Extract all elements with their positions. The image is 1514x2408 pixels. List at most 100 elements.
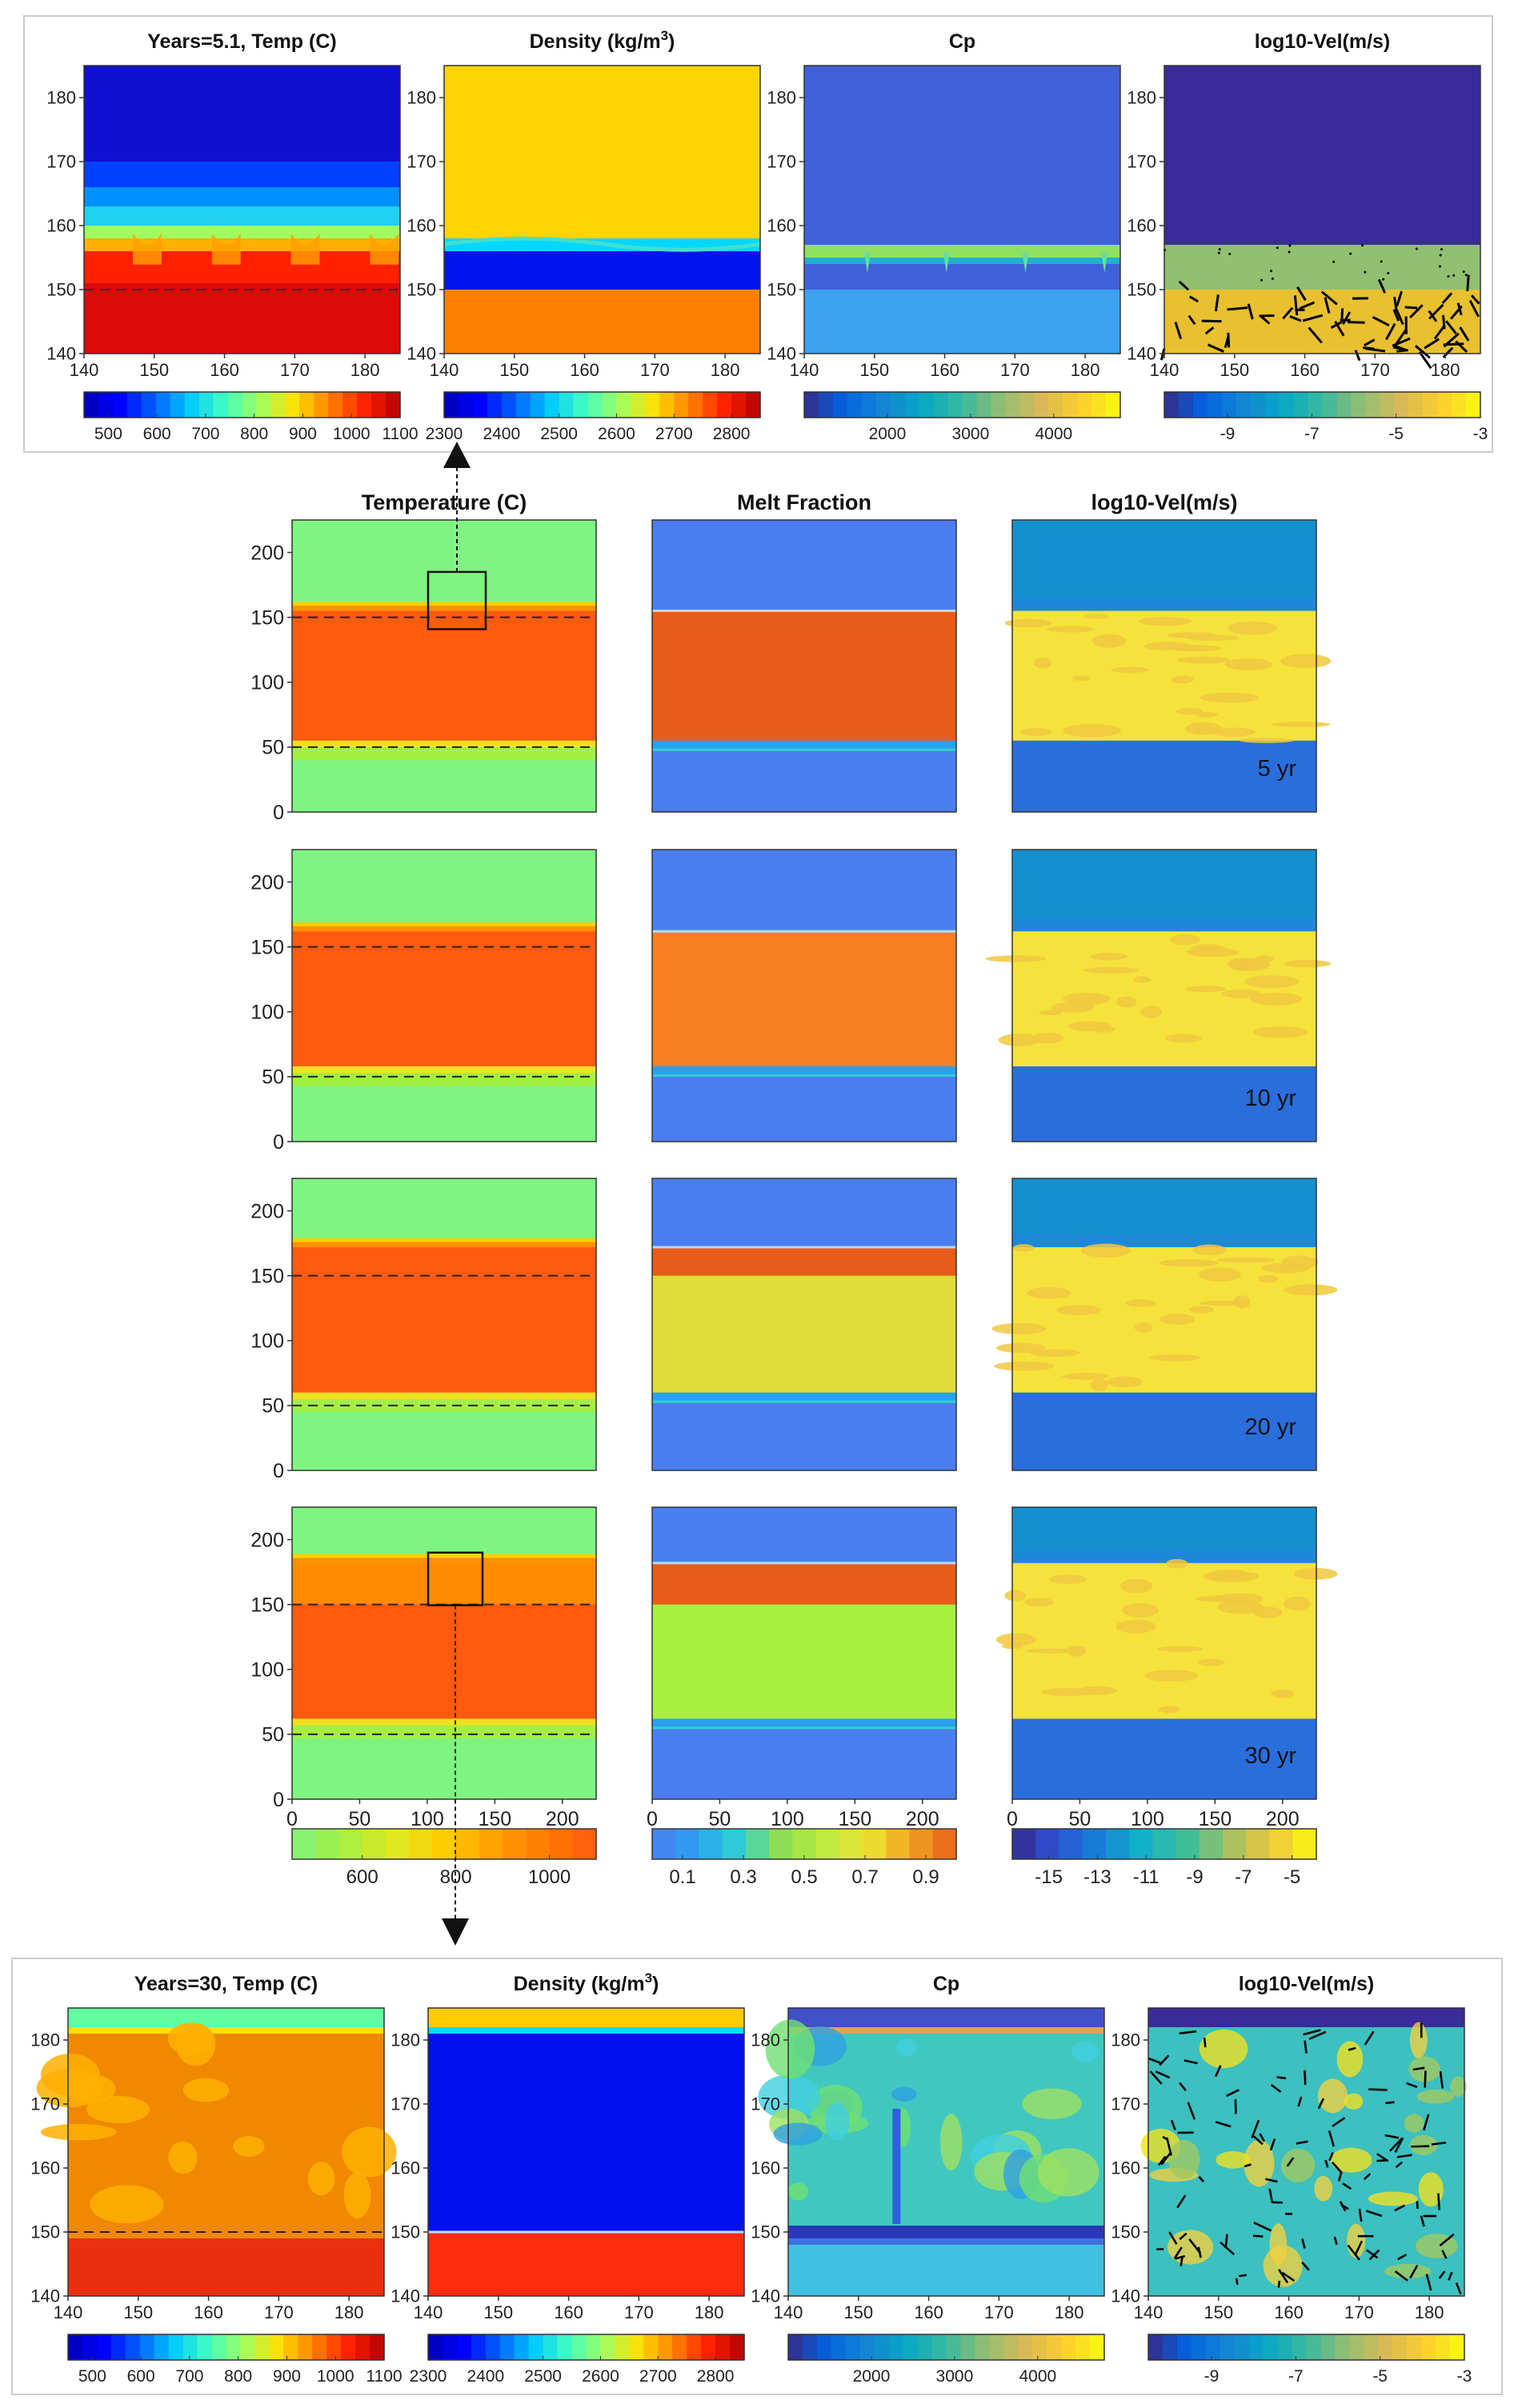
velocity-arrow — [1296, 2140, 1308, 2145]
velocity-arrow — [1412, 2066, 1425, 2071]
velocity-arrow — [1368, 2249, 1380, 2261]
colorbar-segment — [931, 2334, 947, 2360]
y-tick-label: 170 — [767, 152, 796, 172]
velocity-dot — [1228, 252, 1232, 255]
vel-swirl — [1210, 727, 1256, 737]
colorbar-segment — [1293, 392, 1309, 418]
colorbar-segment — [643, 2334, 659, 2360]
vel-swirl — [1199, 1267, 1241, 1282]
x-tick-label: 150 — [1198, 1808, 1232, 1830]
velocity-arrow — [1188, 2238, 1202, 2254]
y-tick-label: 160 — [46, 216, 76, 236]
colorbar-segment — [328, 392, 343, 418]
cp-lower — [804, 290, 1120, 354]
velocity-arrow — [1342, 311, 1352, 326]
colorbar-frame — [83, 391, 401, 418]
velocity-arrow — [1235, 2278, 1239, 2286]
temp-hot — [68, 2238, 384, 2296]
vel-swirl — [1217, 1600, 1264, 1614]
velocity-arrow — [1278, 2269, 1289, 2284]
temp-gradient — [292, 602, 596, 606]
velocity-arrow — [1418, 351, 1432, 370]
colorbar-segment — [919, 392, 935, 418]
colorbar-segment — [269, 2334, 284, 2360]
colorbar-segment — [802, 2334, 818, 2360]
vel-swirl — [1083, 614, 1109, 619]
colorbar-segment — [1164, 392, 1180, 418]
velocity-arrow — [1420, 2215, 1425, 2227]
colorbar-segment — [341, 2334, 356, 2360]
colorbar-tick-label: 1100 — [382, 425, 418, 443]
colorbar-segment — [909, 1829, 934, 1859]
velocity-arrow — [1188, 295, 1199, 303]
velocity-arrow — [1438, 2270, 1446, 2279]
velocity-arrow — [1286, 2157, 1295, 2167]
velocity-arrow — [1179, 2232, 1188, 2241]
y-tick-label: 200 — [250, 871, 284, 894]
colorbar-segment — [385, 1829, 410, 1859]
y-tick-label: 200 — [250, 1529, 284, 1551]
cp-swirl — [758, 2074, 821, 2120]
velocity-arrow — [1281, 2271, 1296, 2282]
vel-swirl — [1125, 1299, 1156, 1307]
vel-swirl — [1051, 1002, 1095, 1013]
colorbar-segment — [875, 392, 891, 418]
velocity-arrow — [1282, 306, 1294, 320]
temp-molten — [292, 1246, 596, 1393]
colorbar-segment — [240, 2334, 256, 2360]
vel-blob — [1216, 2151, 1251, 2169]
plot-frame — [1164, 65, 1481, 354]
colorbar-segment — [270, 392, 286, 418]
y-tick-label: 0 — [273, 802, 284, 824]
temp-upper-molten — [292, 1562, 596, 1605]
vel-upper — [1012, 520, 1316, 598]
colorbar-segment — [409, 1829, 433, 1859]
velocity-dot — [1438, 265, 1441, 268]
colorbar-segment — [182, 2334, 198, 2360]
colorbar-frame — [803, 391, 1121, 418]
x-tick-label: 0 — [647, 1808, 658, 1830]
column-title: Melt Fraction — [737, 490, 871, 514]
time-label: 20 yr — [1245, 1414, 1297, 1440]
velocity-arrow — [1244, 2163, 1252, 2168]
vel-swirl — [1257, 1274, 1278, 1283]
colorbar-segment — [479, 1829, 503, 1859]
colorbar-segment — [1236, 392, 1252, 418]
colorbar-tick-label: 4000 — [1035, 425, 1072, 443]
colorbar-segment — [227, 392, 243, 418]
x-tick-label: 140 — [54, 2302, 83, 2322]
vel-swirl — [1119, 1578, 1153, 1594]
temp-blob — [40, 2123, 117, 2141]
cp-swirl — [787, 2182, 808, 2201]
vel-swirl — [1071, 675, 1091, 682]
vel-blob — [1368, 2191, 1418, 2206]
vel-swirl — [1039, 1010, 1063, 1016]
colorbar-segment — [1176, 1829, 1200, 1859]
velocity-arrow — [1441, 292, 1453, 304]
colorbar-segment — [292, 1829, 316, 1859]
colorbar-segment — [1322, 392, 1338, 418]
panel-temp-row-3: 200 150 100 50 00 50 100 150 200 — [250, 1506, 597, 1830]
plot-frame — [291, 1178, 597, 1471]
colorbar-segment — [170, 392, 186, 418]
velocity-dot — [1218, 248, 1221, 251]
colorbar-tick-label: 4000 — [1019, 2367, 1056, 2386]
colorbar-tick-label: 2800 — [697, 2367, 735, 2386]
vel-swirl — [1063, 992, 1111, 1006]
cp-swirl — [765, 2019, 815, 2079]
colorbar-segment — [672, 2334, 687, 2360]
melt-gradient — [652, 1718, 956, 1727]
vel-swirl — [1004, 618, 1052, 628]
velocity-arrow — [1317, 2098, 1325, 2110]
colorbar-segment — [573, 392, 589, 418]
y-tick-label: 140 — [407, 344, 436, 364]
velocity-arrow — [1395, 2161, 1403, 2169]
x-tick-label: 150 — [139, 360, 169, 380]
velocity-arrow — [1184, 2059, 1198, 2065]
y-tick-label: 150 — [30, 2222, 60, 2242]
y-tick-label: 170 — [751, 2094, 780, 2114]
y-tick-label: 160 — [407, 216, 436, 236]
colorbar-segment — [788, 2334, 803, 2360]
colorbar-segment — [1148, 2334, 1164, 2360]
colorbar-segment — [947, 392, 963, 418]
